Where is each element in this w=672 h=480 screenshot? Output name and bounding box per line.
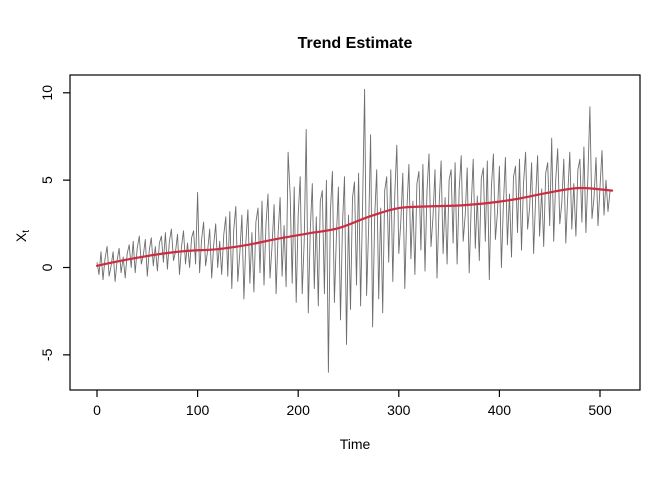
x-tick-label: 300	[387, 402, 411, 418]
y-tick-label: 0	[39, 263, 55, 271]
y-tick-label: 10	[39, 85, 55, 101]
x-axis-ticks: 0 100 200 300 400 500	[93, 390, 612, 418]
x-axis-label: Time	[340, 436, 371, 452]
y-tick-label: -5	[39, 348, 55, 361]
x-tick-label: 400	[488, 402, 512, 418]
chart-title: Trend Estimate	[298, 35, 413, 52]
data-lines	[95, 88, 614, 373]
y-axis-label-subscript: t	[21, 230, 32, 233]
y-axis-label: Xt	[13, 230, 32, 242]
trend-line	[95, 186, 614, 267]
y-axis-ticks: 10 5 0 -5	[39, 85, 70, 361]
x-tick-label: 0	[93, 402, 101, 418]
x-tick-label: 200	[287, 402, 311, 418]
x-tick-label: 100	[186, 402, 210, 418]
observed-series-line	[96, 88, 611, 373]
y-axis-label-main: X	[13, 232, 29, 242]
plot-box	[69, 74, 641, 391]
y-tick-label: 5	[39, 176, 55, 184]
x-tick-label: 500	[588, 402, 612, 418]
